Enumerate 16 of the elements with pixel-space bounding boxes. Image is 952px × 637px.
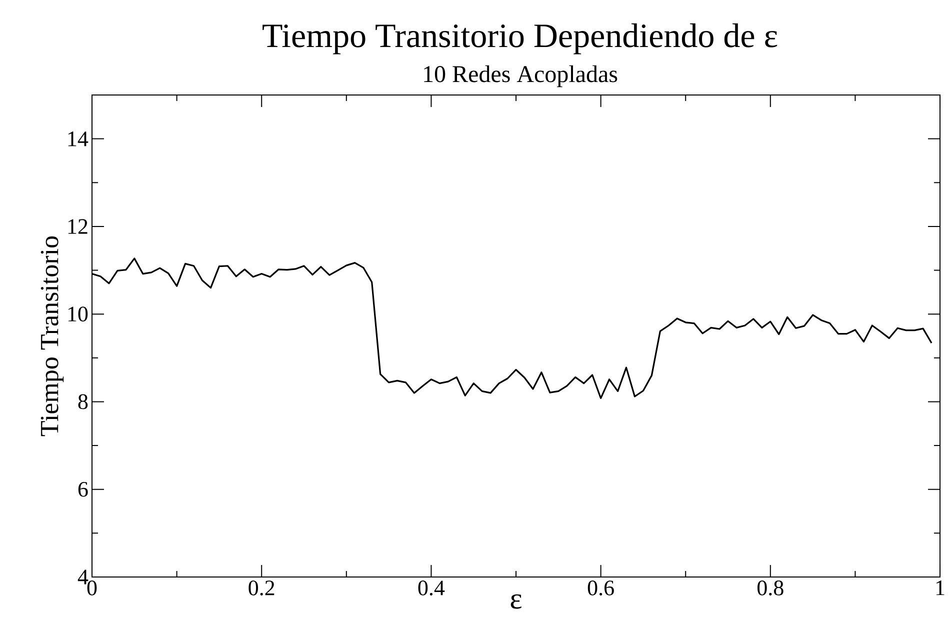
chart-subtitle: 10 Redes Acopladas	[424, 65, 618, 88]
x-tick-label: 0.6	[588, 580, 614, 596]
x-tick-label: 0.4	[418, 580, 445, 596]
y-tick-label: 12	[68, 219, 88, 234]
y-tick-label: 8	[78, 394, 88, 410]
y-tick-label: 4	[78, 570, 88, 584]
x-tick-label: 0.8	[757, 580, 784, 596]
x-tick-label: 0	[87, 580, 97, 596]
y-tick-label: 14	[68, 132, 88, 146]
y-tick-label: 6	[78, 482, 88, 497]
y-tick-label: 10	[68, 306, 88, 322]
chart-title: Tiempo Transitorio Dependiendo de ε	[262, 23, 778, 54]
x-axis-title: ε	[510, 594, 522, 609]
y-axis-title: Tiempo Transitorio	[40, 236, 64, 436]
x-tick-label: 1	[936, 580, 944, 596]
x-tick-label: 0.2	[248, 580, 274, 596]
